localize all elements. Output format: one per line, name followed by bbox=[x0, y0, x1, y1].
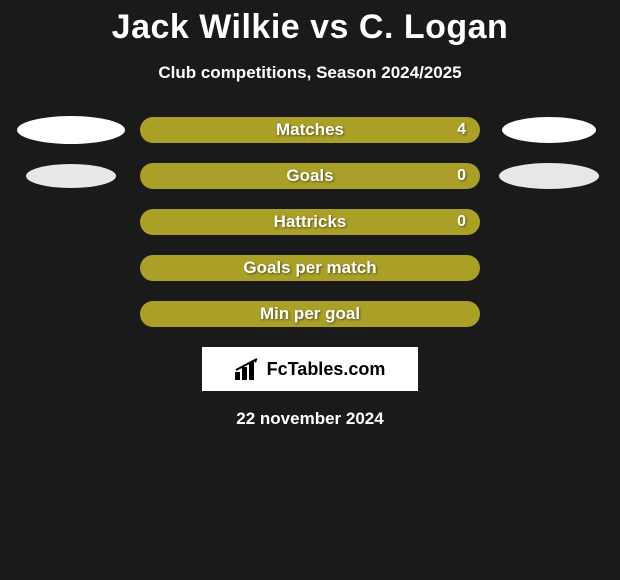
stat-bar: Goals per match bbox=[140, 255, 480, 281]
date-text: 22 november 2024 bbox=[0, 409, 620, 429]
stat-row: Hattricks 0 bbox=[0, 209, 620, 235]
page-title: Jack Wilkie vs C. Logan bbox=[0, 8, 620, 47]
logo-box[interactable]: FcTables.com bbox=[202, 347, 418, 391]
stat-value: 4 bbox=[457, 121, 466, 139]
stat-label: Hattricks bbox=[274, 212, 347, 232]
stat-bar: Hattricks 0 bbox=[140, 209, 480, 235]
logo-text: FcTables.com bbox=[267, 359, 386, 380]
stat-label: Min per goal bbox=[260, 304, 360, 324]
pill-slot-left bbox=[20, 116, 140, 144]
stat-bar: Matches 4 bbox=[140, 117, 480, 143]
stat-row: Goals 0 bbox=[0, 163, 620, 189]
stat-row: Goals per match bbox=[0, 255, 620, 281]
stat-value: 0 bbox=[457, 167, 466, 185]
stat-row: Min per goal bbox=[0, 301, 620, 327]
stat-label: Goals bbox=[286, 166, 333, 186]
bars-icon bbox=[235, 358, 261, 380]
player-pill-right bbox=[502, 117, 596, 143]
stat-row: Matches 4 bbox=[0, 117, 620, 143]
pill-slot-left bbox=[20, 164, 140, 188]
subtitle: Club competitions, Season 2024/2025 bbox=[0, 63, 620, 83]
stat-label: Matches bbox=[276, 120, 344, 140]
stat-bar: Min per goal bbox=[140, 301, 480, 327]
comparison-widget: Jack Wilkie vs C. Logan Club competition… bbox=[0, 0, 620, 429]
player-pill-left bbox=[17, 116, 125, 144]
stat-label: Goals per match bbox=[243, 258, 376, 278]
stat-rows: Matches 4 Goals 0 Hattricks 0 Goals per match M… bbox=[0, 117, 620, 327]
logo: FcTables.com bbox=[235, 358, 386, 380]
pill-slot-right bbox=[480, 163, 600, 189]
player-pill-right bbox=[499, 163, 599, 189]
stat-value: 0 bbox=[457, 213, 466, 231]
pill-slot-right bbox=[480, 117, 600, 143]
player-pill-left bbox=[26, 164, 116, 188]
stat-bar: Goals 0 bbox=[140, 163, 480, 189]
